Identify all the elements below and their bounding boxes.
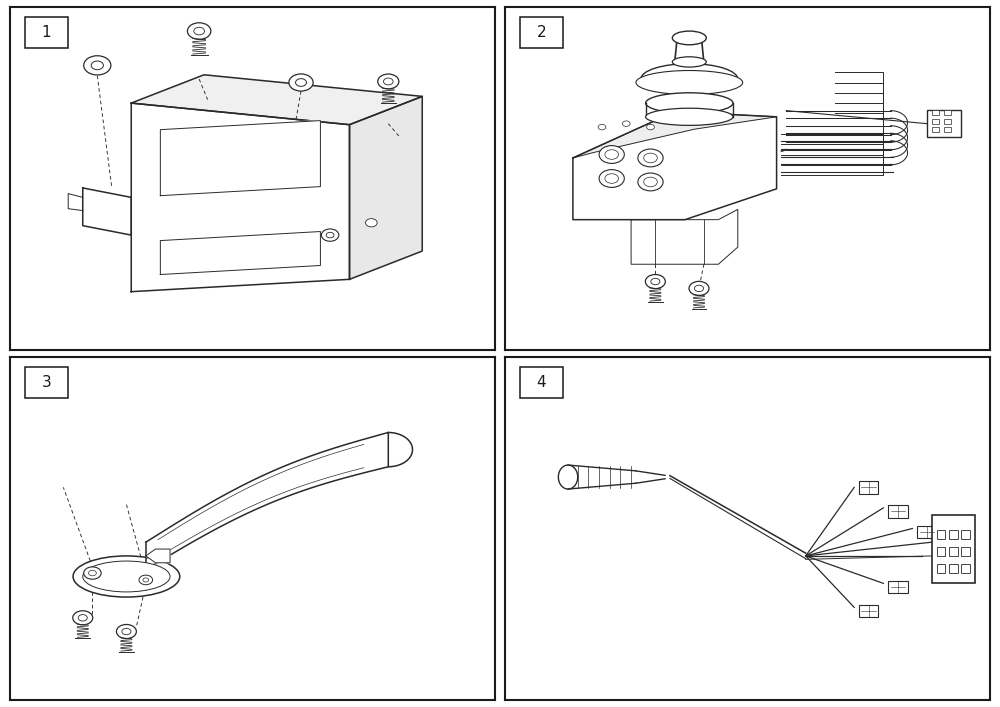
- Circle shape: [605, 174, 618, 183]
- Bar: [25, 368, 68, 398]
- Text: 3: 3: [42, 375, 51, 390]
- Circle shape: [622, 121, 630, 127]
- Polygon shape: [131, 75, 422, 124]
- Bar: [961, 547, 970, 556]
- Circle shape: [599, 170, 624, 187]
- Polygon shape: [631, 209, 738, 264]
- Ellipse shape: [672, 57, 706, 67]
- Circle shape: [122, 629, 131, 635]
- Ellipse shape: [83, 561, 170, 592]
- Circle shape: [296, 78, 306, 86]
- Polygon shape: [573, 112, 777, 220]
- Circle shape: [651, 279, 660, 285]
- Ellipse shape: [672, 31, 706, 45]
- Circle shape: [84, 56, 111, 75]
- Bar: [859, 604, 878, 617]
- Polygon shape: [131, 103, 350, 292]
- Text: 4: 4: [537, 375, 546, 390]
- Circle shape: [694, 285, 704, 291]
- Bar: [520, 368, 563, 398]
- Bar: [888, 580, 908, 593]
- Bar: [927, 110, 961, 137]
- Bar: [932, 515, 975, 583]
- Circle shape: [644, 177, 657, 187]
- Circle shape: [689, 281, 709, 296]
- Circle shape: [139, 575, 153, 585]
- Circle shape: [378, 74, 399, 89]
- Circle shape: [289, 74, 313, 91]
- Bar: [932, 110, 939, 115]
- Ellipse shape: [646, 93, 733, 113]
- Circle shape: [91, 61, 103, 70]
- Circle shape: [644, 153, 657, 163]
- Bar: [944, 119, 951, 124]
- Bar: [949, 564, 958, 573]
- Circle shape: [383, 78, 393, 85]
- Circle shape: [187, 23, 211, 40]
- Circle shape: [116, 624, 136, 638]
- Bar: [859, 481, 878, 493]
- Polygon shape: [573, 112, 777, 158]
- Ellipse shape: [558, 465, 578, 489]
- Polygon shape: [160, 231, 320, 274]
- Bar: [25, 18, 68, 48]
- Circle shape: [366, 218, 377, 227]
- Circle shape: [321, 229, 339, 241]
- Text: 2: 2: [537, 25, 546, 40]
- Circle shape: [647, 124, 654, 130]
- Bar: [944, 110, 951, 115]
- Bar: [961, 564, 970, 573]
- Text: 1: 1: [42, 25, 51, 40]
- Bar: [932, 119, 939, 124]
- Circle shape: [605, 150, 618, 159]
- Polygon shape: [160, 121, 320, 196]
- Ellipse shape: [636, 71, 743, 95]
- Bar: [949, 547, 958, 556]
- Bar: [917, 526, 937, 538]
- Bar: [949, 530, 958, 539]
- Circle shape: [599, 146, 624, 163]
- Circle shape: [194, 28, 204, 35]
- Circle shape: [84, 567, 101, 579]
- Bar: [944, 127, 951, 132]
- Circle shape: [89, 571, 96, 575]
- Circle shape: [73, 611, 93, 625]
- Circle shape: [638, 173, 663, 191]
- Polygon shape: [146, 549, 170, 563]
- Circle shape: [143, 578, 149, 582]
- Bar: [937, 547, 945, 556]
- Circle shape: [598, 124, 606, 130]
- Polygon shape: [350, 96, 422, 279]
- Polygon shape: [83, 188, 131, 235]
- Bar: [961, 530, 970, 539]
- Bar: [888, 506, 908, 518]
- Bar: [937, 530, 945, 539]
- Bar: [932, 127, 939, 132]
- Bar: [937, 564, 945, 573]
- Polygon shape: [146, 433, 413, 570]
- Circle shape: [78, 614, 87, 621]
- Ellipse shape: [646, 108, 733, 125]
- Ellipse shape: [73, 556, 180, 597]
- Circle shape: [645, 274, 665, 288]
- Polygon shape: [568, 465, 636, 489]
- Bar: [520, 18, 563, 48]
- Circle shape: [326, 233, 334, 238]
- Circle shape: [638, 149, 663, 167]
- Ellipse shape: [641, 64, 738, 95]
